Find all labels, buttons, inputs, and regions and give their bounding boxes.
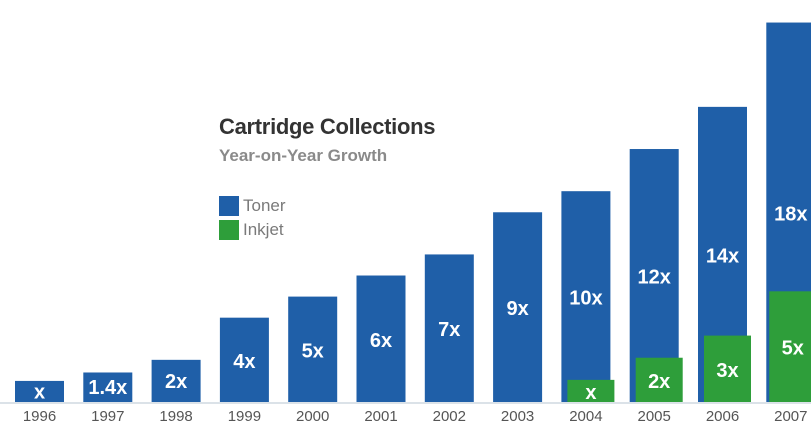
bars-group: x 1.4x 2x 4x 5x 6x 7x 9x 10x x 12x 2x 14x 3x 18x 5x [15, 22, 811, 404]
legend-label-toner: Toner [243, 196, 286, 215]
bar-label-toner-1996: x [34, 381, 45, 403]
bar-inkjet-2007 [769, 291, 811, 402]
bar-label-toner-2001: 6x [370, 330, 392, 352]
legend: Toner Inkjet [219, 194, 286, 242]
bar-label-inkjet-2007: 5x [782, 338, 804, 360]
x-tick-label: 1998 [159, 408, 192, 425]
bar-toner-1999 [219, 317, 269, 402]
x-tick-label: 2005 [638, 408, 671, 425]
bar-label-toner-1998: 2x [165, 371, 187, 393]
legend-item-inkjet: Inkjet [219, 218, 286, 242]
bar-toner-1998 [151, 359, 201, 402]
legend-swatch-toner [219, 196, 239, 216]
bar-label-toner-2004: 10x [569, 288, 602, 310]
bar-label-toner-2000: 5x [302, 340, 324, 362]
x-tick-label: 1996 [23, 408, 56, 425]
legend-swatch-inkjet [219, 220, 239, 240]
legend-item-toner: Toner [219, 194, 286, 218]
x-tick-label: 2004 [569, 408, 602, 425]
chart-subtitle: Year-on-Year Growth [219, 146, 388, 165]
bar-label-toner-2005: 12x [638, 267, 671, 289]
bar-label-toner-2002: 7x [438, 319, 460, 341]
bar-label-toner-2003: 9x [506, 298, 528, 320]
legend-label-inkjet: Inkjet [243, 220, 284, 239]
bar-label-inkjet-2004: x [585, 382, 596, 404]
bar-inkjet-2006 [704, 335, 751, 402]
bar-toner-2001 [356, 275, 406, 402]
x-tick-label: 2006 [706, 408, 739, 425]
bar-toner-1997 [83, 372, 133, 402]
x-tick-label: 2002 [433, 408, 466, 425]
x-tick-label: 2001 [364, 408, 397, 425]
bar-toner-1996 [15, 380, 64, 402]
bar-toner-2000 [288, 296, 338, 402]
bar-label-inkjet-2005: 2x [648, 371, 670, 393]
bar-label-toner-1997: 1.4x [88, 377, 127, 399]
bar-toner-2003 [493, 212, 543, 402]
bar-inkjet-2005 [635, 357, 683, 402]
x-tick-label: 2003 [501, 408, 534, 425]
x-tick-labels: 1996 1997 1998 1999 2000 2001 2002 2003 2004 2005… [23, 408, 808, 425]
bar-toner-2002 [424, 254, 474, 402]
bar-label-toner-2006: 14x [706, 245, 739, 267]
bar-label-toner-1999: 4x [233, 351, 255, 373]
chart-title: Cartridge Collections [219, 114, 436, 139]
x-tick-label: 1997 [91, 408, 124, 425]
bar-toner-2004 [561, 191, 611, 402]
x-tick-label: 1999 [228, 408, 261, 425]
x-tick-label: 2007 [774, 408, 807, 425]
bar-label-inkjet-2006: 3x [716, 360, 738, 382]
bar-inkjet-2004 [567, 379, 615, 402]
x-tick-label: 2000 [296, 408, 329, 425]
bar-label-toner-2007: 18x [774, 203, 807, 225]
